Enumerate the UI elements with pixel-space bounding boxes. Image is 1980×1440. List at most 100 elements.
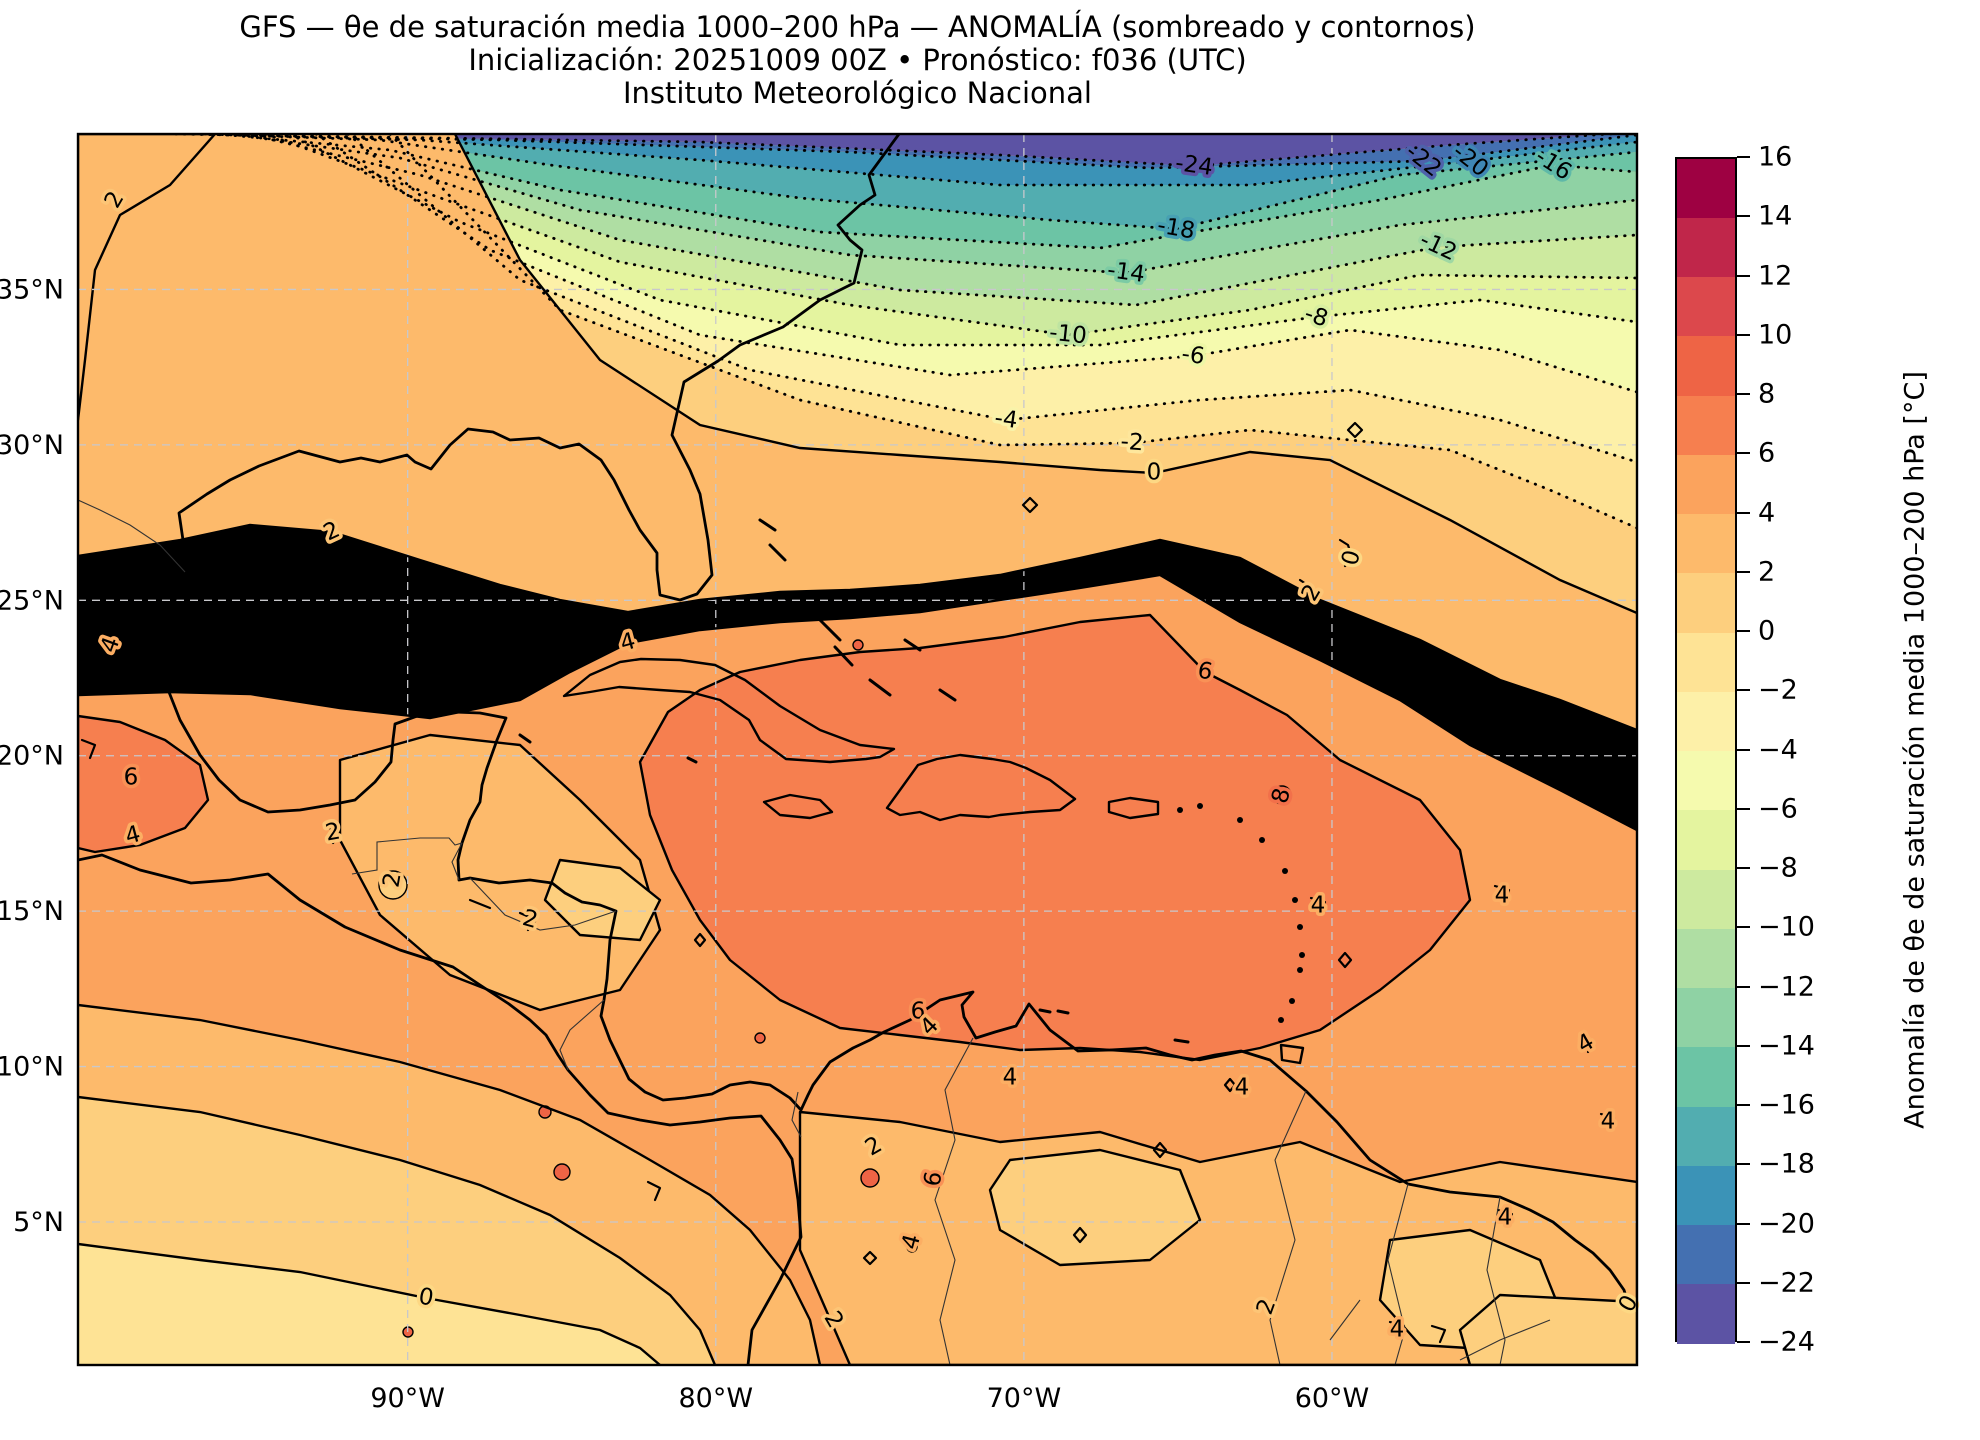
- island-dash: [833, 645, 854, 667]
- island-dash: [868, 678, 892, 697]
- contour-line-solid: [78, 1003, 822, 1365]
- colorbar-tick-label: 2: [1758, 556, 1776, 588]
- island-dot: [1299, 952, 1305, 958]
- colorbar-tick: [1737, 393, 1750, 395]
- colorbar-tick: [1737, 333, 1750, 336]
- map-frame: [76, 132, 1639, 1367]
- field-band: [290, 134, 1637, 392]
- island-dot: [1282, 868, 1288, 874]
- island-dot: [1177, 807, 1183, 813]
- contour-label: -4: [993, 405, 1019, 434]
- x-tick-label: 80°W: [678, 1383, 753, 1414]
- island-coastline: [885, 753, 1077, 822]
- island-dash: [686, 756, 698, 764]
- island-coastline: [1107, 796, 1160, 820]
- colorbar-band: [1677, 454, 1735, 515]
- contour-label: -10: [1048, 320, 1088, 350]
- colorbar-tick-label: −10: [1758, 911, 1815, 943]
- colorbar-band: [1677, 632, 1735, 693]
- border-path: [559, 999, 605, 1071]
- contour-line-small: [1493, 884, 1511, 904]
- contour-line-dotted: [264, 134, 1637, 337]
- field-band: [316, 134, 1637, 462]
- field-patch: [338, 733, 662, 1012]
- contour-line-small: [323, 824, 342, 845]
- contour-label: 6: [124, 765, 139, 791]
- island-dot: [1297, 924, 1303, 930]
- colorbar-tick-label: 12: [1758, 260, 1793, 291]
- field-band: [232, 134, 1637, 305]
- colorbar-band: [1677, 573, 1735, 633]
- contour-line-dotted: [192, 134, 1637, 187]
- colorbar-tick: [1737, 926, 1750, 929]
- field-band: [266, 134, 1637, 345]
- colorbar: [1675, 157, 1737, 1344]
- contour-line-small: [1309, 896, 1327, 916]
- border-path: [1486, 1196, 1506, 1365]
- contour-line-small: [193, 653, 217, 674]
- island-dash: [1173, 1038, 1190, 1044]
- x-tick-label: 70°W: [987, 1383, 1062, 1414]
- field-spot: [1272, 785, 1292, 805]
- contour-line-small: [1578, 1034, 1595, 1054]
- colorbar-band: [1677, 1047, 1735, 1107]
- island-dash: [903, 638, 922, 652]
- island-coastline: [1279, 1043, 1305, 1065]
- colorbar-tick: [1737, 867, 1750, 869]
- contour-line-dotted: [388, 134, 1637, 530]
- contour-line-small: [518, 911, 538, 932]
- island-dash: [638, 614, 662, 624]
- border-path: [1329, 1299, 1361, 1341]
- colorbar-tick-label: −22: [1758, 1267, 1815, 1299]
- contour-line-dotted: [314, 134, 1637, 394]
- border-path: [469, 877, 617, 931]
- contour-line-small: [1152, 1141, 1168, 1159]
- field-band: [248, 134, 1637, 335]
- colorbar-tick-label: −6: [1758, 793, 1798, 825]
- contour-line-small: [1599, 1112, 1616, 1132]
- colorbar-title: Anomalía de θe de saturación media 1000–…: [1899, 370, 1931, 1129]
- island-dash: [1056, 1009, 1070, 1015]
- contour-label: 4: [1495, 883, 1510, 909]
- colorbar-tick: [1737, 1222, 1750, 1225]
- y-tick-label: 15°N: [0, 896, 64, 927]
- contour-line-solid: [78, 573, 1637, 832]
- contour-label: 4: [1003, 1065, 1018, 1091]
- field-band: [78, 134, 1637, 730]
- island-dot: [1237, 817, 1243, 823]
- colorbar-tick-label: −8: [1758, 852, 1798, 884]
- contour-line-small: [1496, 1208, 1514, 1228]
- island-dot: [1289, 998, 1295, 1004]
- y-tick-label: 5°N: [13, 1207, 64, 1238]
- colorbar-tick: [1737, 1341, 1750, 1343]
- map-field: [78, 134, 1637, 1365]
- contour-label: -14: [1106, 257, 1147, 288]
- x-tick-label: 90°W: [370, 1383, 445, 1414]
- contour-line-dotted: [246, 134, 1637, 307]
- contour-label: 4: [1311, 893, 1326, 919]
- colorbar-band: [1677, 869, 1735, 930]
- colorbar-band: [1677, 1225, 1735, 1285]
- contour-label: -2: [1120, 429, 1145, 457]
- colorbar-tick: [1737, 1281, 1750, 1284]
- island-dot: [1292, 897, 1298, 903]
- contour-line-small: [80, 738, 97, 760]
- contour-label: -24: [1174, 150, 1215, 181]
- contour-label: 4: [1498, 1205, 1513, 1231]
- field-band: [78, 525, 1637, 830]
- island-dash: [618, 620, 637, 630]
- colorbar-tick: [1737, 1044, 1750, 1047]
- contour-label: 4: [1390, 1317, 1405, 1343]
- contour-label: 6: [911, 999, 926, 1025]
- y-tick-label: 10°N: [0, 1052, 64, 1083]
- colorbar-tick-label: −12: [1758, 971, 1815, 1002]
- coastline-path: [165, 134, 1632, 1312]
- contour-line-small: [1430, 1324, 1447, 1344]
- y-tick-label: 35°N: [0, 274, 64, 305]
- colorbar-band: [1677, 1284, 1735, 1344]
- colorbar-tick: [1737, 156, 1750, 158]
- colorbar-band: [1677, 514, 1735, 574]
- colorbar-band: [1677, 277, 1735, 337]
